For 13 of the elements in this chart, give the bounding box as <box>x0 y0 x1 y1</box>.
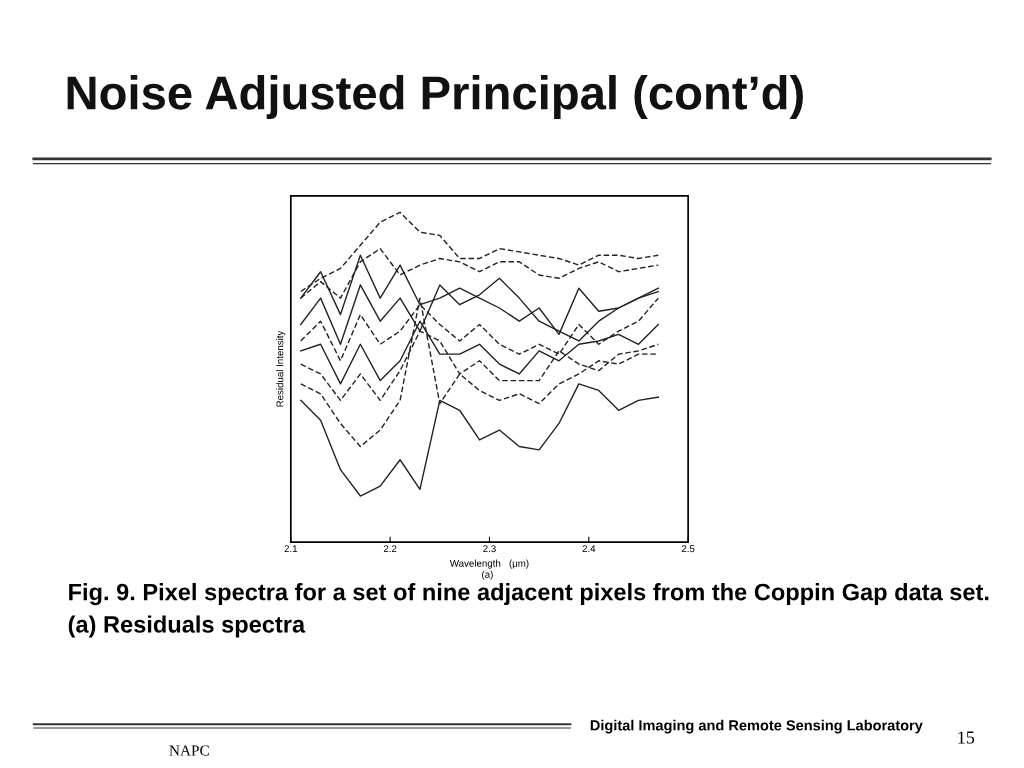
x-tick-label: 2.2 <box>383 545 397 553</box>
text: Digital Imaging and Remote Sensing Laboratory <box>590 719 923 734</box>
x-tick-label: 2.5 <box>681 545 695 553</box>
x-axis-title: Wavelength (μm) <box>449 559 529 569</box>
x-tick-label: 2.4 <box>582 545 596 553</box>
text: (a) <box>482 570 493 580</box>
x-tick-label: 2.1 <box>284 545 298 553</box>
chart-title: Noise Adjusted Principal (cont’d) <box>67 75 803 120</box>
text: 15 <box>958 731 975 744</box>
y-axis-title: Residual Intensity <box>276 330 286 407</box>
text: NAPC <box>169 745 209 756</box>
x-tick-label: 2.3 <box>483 545 496 553</box>
caption: Fig. 9. Pixel spectra for a set of nine adjacent pixels from the Coppin Gap data set. (a) Residuals spectra <box>68 583 989 638</box>
